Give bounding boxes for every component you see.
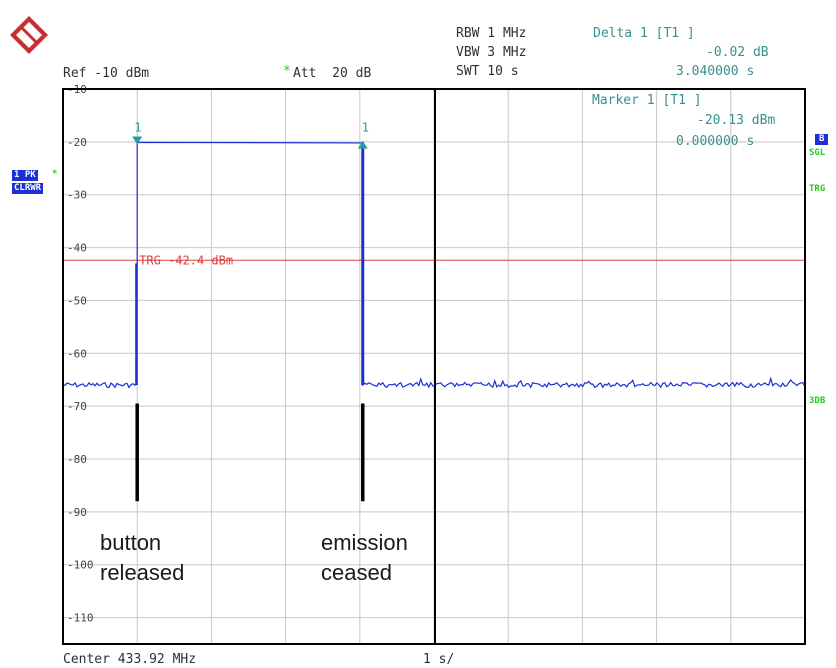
delta-marker-title: Delta 1 [T1 ] xyxy=(593,26,695,41)
marker-box-value: -20.13 dBm xyxy=(697,113,776,128)
y-tick-label: -100 xyxy=(67,559,94,572)
y-tick-label: -40 xyxy=(67,242,87,255)
marker-triangle xyxy=(357,140,368,149)
y-tick-label: -90 xyxy=(67,506,87,519)
y-tick-label: -80 xyxy=(67,453,87,466)
trace-line xyxy=(62,141,806,389)
swt-label: SWT 10 s xyxy=(456,64,519,79)
trg-badge: TRG xyxy=(809,184,826,194)
rohde-schwarz-logo-icon xyxy=(10,16,48,54)
att-star: * xyxy=(283,64,291,79)
3db-badge: 3DB xyxy=(809,396,826,406)
annotation-left-line2: released xyxy=(100,560,185,585)
marker-triangle xyxy=(132,136,143,145)
y-tick-labels: -10-20-30-40-50-60-70-80-90-100-110 xyxy=(67,83,94,625)
trigger-label: TRG -42.4 dBm xyxy=(139,253,233,267)
annotation-right-line2: ceased xyxy=(321,560,392,585)
annotation-left-line1: button xyxy=(100,530,162,555)
marker-label: 1 xyxy=(134,121,141,135)
delta-marker-time: 3.040000 s xyxy=(676,64,755,79)
y-tick-label: -20 xyxy=(67,136,87,149)
trace-mode-badge: CLRWR xyxy=(12,183,44,194)
marker-box-time: 0.000000 s xyxy=(676,134,755,149)
annotation-button-released: button released xyxy=(100,528,184,588)
time-per-division-label: 1 s/ xyxy=(423,652,455,667)
annotation-emission-ceased: emission ceased xyxy=(321,528,408,588)
marker-label: 1 xyxy=(362,121,369,135)
y-tick-label: -30 xyxy=(67,189,87,202)
marker-box-title: Marker 1 [T1 ] xyxy=(592,93,702,108)
sgl-badge: SGL xyxy=(809,148,826,158)
center-frequency-label: Center 433.92 MHz xyxy=(63,652,197,667)
delta-marker-value: -0.02 dB xyxy=(706,45,769,60)
y-tick-label: -110 xyxy=(67,612,94,625)
b-badge: B xyxy=(815,134,829,145)
attenuation-label: Att 20 dB xyxy=(293,66,372,81)
trace-group xyxy=(62,141,806,502)
y-tick-label: -70 xyxy=(67,400,87,413)
annotation-right-line1: emission xyxy=(321,530,408,555)
ref-level-label: Ref -10 dBm xyxy=(63,66,150,81)
trace-detector-star: * xyxy=(52,169,58,179)
trace-detector-badge: 1 PK xyxy=(12,170,38,181)
y-tick-label: -50 xyxy=(67,294,87,307)
vbw-label: VBW 3 MHz xyxy=(456,45,527,60)
rbw-label: RBW 1 MHz xyxy=(456,26,527,41)
y-tick-label: -60 xyxy=(67,347,87,360)
